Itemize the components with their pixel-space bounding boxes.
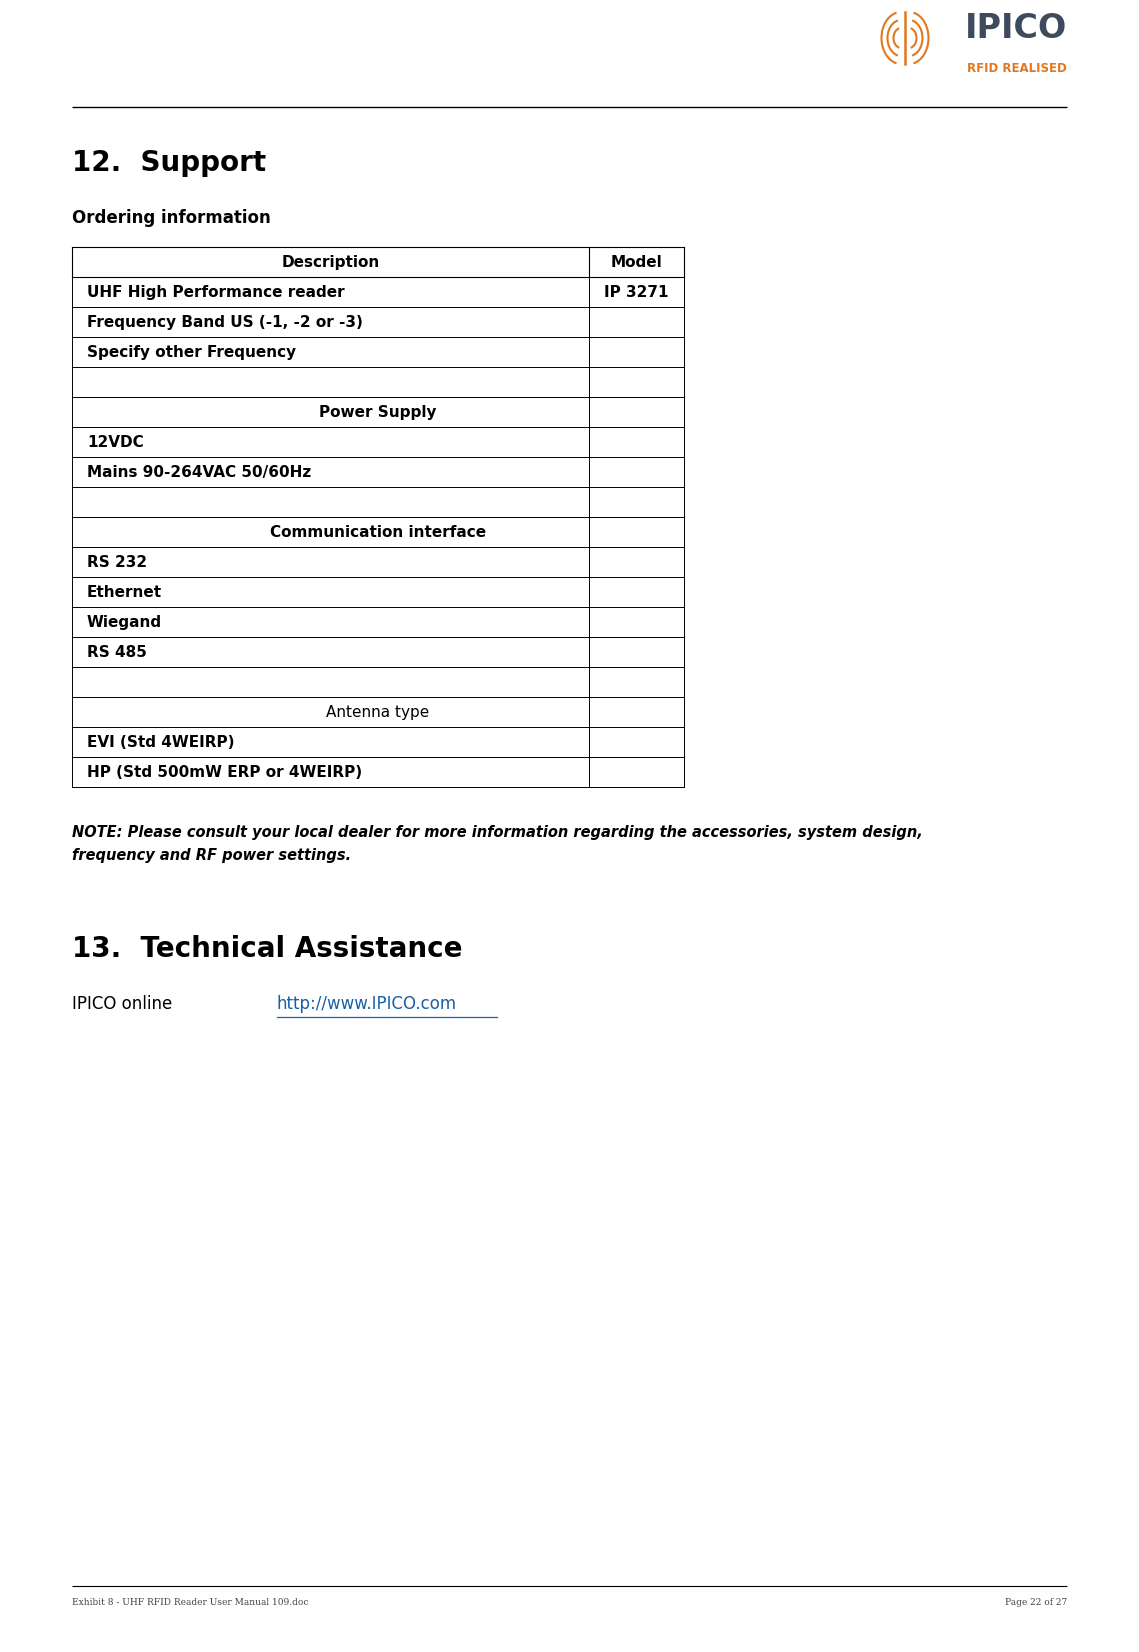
Text: Ordering information: Ordering information (72, 210, 271, 228)
Text: Frequency Band US (-1, -2 or -3): Frequency Band US (-1, -2 or -3) (87, 316, 363, 330)
Text: Specify other Frequency: Specify other Frequency (87, 345, 296, 360)
Text: 12VDC: 12VDC (87, 434, 144, 449)
Text: Description: Description (281, 254, 379, 269)
Text: Power Supply: Power Supply (319, 405, 436, 420)
Text: Model: Model (611, 254, 663, 269)
Text: IPICO: IPICO (965, 12, 1067, 45)
Text: Wiegand: Wiegand (87, 615, 162, 629)
Text: IP 3271: IP 3271 (605, 284, 669, 301)
Text: IPICO online: IPICO online (72, 996, 172, 1013)
Text: Communication interface: Communication interface (270, 525, 486, 540)
Text: HP (Std 500mW ERP or 4WEIRP): HP (Std 500mW ERP or 4WEIRP) (87, 765, 362, 780)
Text: Page 22 of 27: Page 22 of 27 (1005, 1597, 1067, 1607)
Text: Ethernet: Ethernet (87, 585, 162, 600)
Text: Exhibit 8 - UHF RFID Reader User Manual 109.doc: Exhibit 8 - UHF RFID Reader User Manual … (72, 1597, 309, 1607)
Text: RS 232: RS 232 (87, 555, 147, 570)
Text: 12.  Support: 12. Support (72, 149, 267, 177)
Text: RFID REALISED: RFID REALISED (967, 63, 1067, 74)
Text: NOTE: Please consult your local dealer for more information regarding the access: NOTE: Please consult your local dealer f… (72, 826, 923, 862)
Text: Mains 90-264VAC 50/60Hz: Mains 90-264VAC 50/60Hz (87, 464, 311, 479)
Text: 13.  Technical Assistance: 13. Technical Assistance (72, 935, 462, 963)
Text: Antenna type: Antenna type (327, 705, 429, 720)
Text: EVI (Std 4WEIRP): EVI (Std 4WEIRP) (87, 735, 235, 750)
Text: http://www.IPICO.com: http://www.IPICO.com (277, 996, 457, 1013)
Text: RS 485: RS 485 (87, 644, 147, 659)
Text: UHF High Performance reader: UHF High Performance reader (87, 284, 345, 301)
